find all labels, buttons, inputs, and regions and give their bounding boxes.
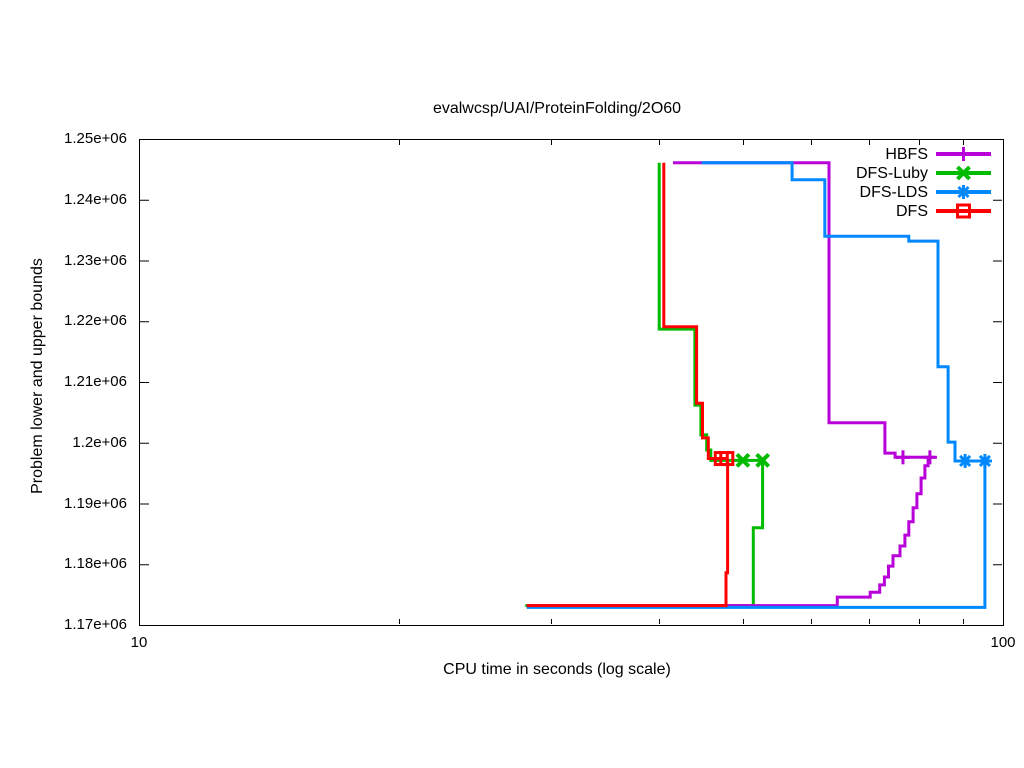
y-tick-label: 1.25e+06 [64, 130, 127, 147]
marker-dfs-square [719, 451, 735, 467]
y-tick-label: 1.21e+06 [64, 373, 127, 390]
marker-hbfs-plus [895, 450, 910, 465]
series-hbfs-lower-bound [526, 455, 930, 608]
y-tick-label: 1.17e+06 [64, 616, 127, 633]
y-tick-label: 1.18e+06 [64, 555, 127, 573]
y-tick-label: 1.19e+06 [64, 494, 127, 512]
legend-label-dfs-luby: DFS-Luby [856, 165, 928, 182]
legend-label-dfs-lds: DFS-LDS [860, 184, 928, 201]
y-tick-label: 1.23e+06 [64, 251, 127, 269]
marker-dfs-luby-cross [755, 452, 771, 468]
marker-dfs-luby-cross [735, 452, 751, 468]
marker-dfs-lds-asterisk [958, 453, 973, 468]
x-tick-label: 100 [990, 634, 1016, 651]
legend-label-hbfs: HBFS [885, 146, 928, 163]
series-dfs-luby-upper-bound [657, 162, 763, 462]
series-dfs-lower-bound [526, 458, 730, 608]
x-tick-label: 10 [130, 634, 148, 651]
series-dfs-lds-lower-bound [526, 461, 987, 609]
series-dfs-lds-upper-bound [701, 161, 985, 463]
chart-title: evalwcsp/UAI/ProteinFolding/2O60 [432, 100, 682, 117]
marker-hbfs-plus [922, 450, 937, 465]
plot-border [139, 139, 1004, 626]
y-tick-label: 1.22e+06 [64, 312, 127, 330]
y-tick-label: 1.2e+06 [72, 433, 127, 451]
y-tick-label: 1.24e+06 [64, 190, 127, 208]
legend-marker-dfs [956, 203, 971, 219]
legend-marker-dfs-luby [956, 165, 971, 181]
series-dfs-upper-bound [662, 162, 728, 460]
legend-marker-dfs-lds [956, 185, 971, 199]
series-hbfs-upper-bound [673, 161, 935, 459]
marker-dfs-lds-asterisk [977, 453, 992, 468]
legend-marker-hbfs [956, 147, 971, 161]
x-axis-title: CPU time in seconds (log scale) [443, 661, 671, 678]
legend-label-dfs: DFS [896, 203, 928, 220]
